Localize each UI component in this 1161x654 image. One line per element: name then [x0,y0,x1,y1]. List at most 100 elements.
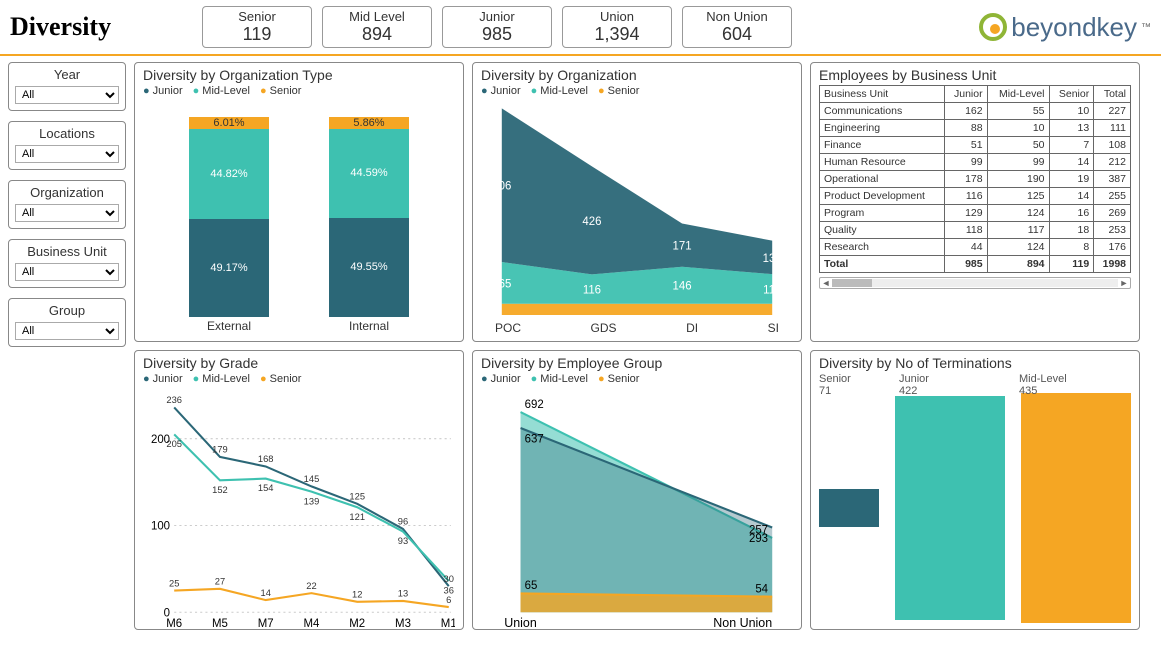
svg-text:205: 205 [166,438,182,449]
table-cell: 116 [944,188,987,205]
funnel-label: Mid-Level435 [1019,373,1067,397]
table-cell: 1998 [1094,256,1131,273]
legend-mid: Mid-Level [531,373,588,385]
table-total-row: Total9858941191998 [820,256,1131,273]
filter-select[interactable]: All [15,145,119,163]
table-cell: 125 [987,188,1049,205]
table-cell: Operational [820,171,945,188]
table-cell: 129 [944,205,987,222]
table-cell: 18 [1049,222,1094,239]
table-cell: Human Resource [820,154,945,171]
funnel-segment [1021,393,1131,623]
svg-text:121: 121 [349,511,365,522]
brand-logo: beyondkey ™ [979,12,1151,43]
ribbon-chart: 606165426116171146132117POCGDSDISI [481,101,793,335]
table-cell: Research [820,239,945,256]
funnel-gap [1009,393,1017,623]
svg-text:236: 236 [166,394,182,405]
svg-text:152: 152 [212,484,228,495]
svg-text:165: 165 [492,276,511,290]
table-cell: Total [820,256,945,273]
bar-category-label: External [189,319,269,333]
bar-segment-mid: 44.82% [189,129,269,219]
area-chart: 6922576372936554UnionNon Union [481,389,793,630]
funnel-chart: Senior71Junior422Mid-Level435 [819,373,1131,623]
table-row[interactable]: Program12912416269 [820,205,1131,222]
panel-title: Employees by Business Unit [819,67,1131,83]
svg-text:M3: M3 [395,618,411,630]
scroll-left-icon[interactable]: ◄ [820,278,832,288]
svg-text:Union: Union [504,616,537,630]
filter-select[interactable]: All [15,204,119,222]
table-cell: 55 [987,103,1049,120]
panel-business-unit-table: Employees by Business Unit Business Unit… [810,62,1140,342]
panel-title: Diversity by Organization [481,67,793,83]
table-cell: 253 [1094,222,1131,239]
table-cell: Quality [820,222,945,239]
table-cell: 51 [944,137,987,154]
svg-text:293: 293 [749,533,768,545]
bar-segment-mid: 44.59% [329,129,409,218]
table-row[interactable]: Communications1625510227 [820,103,1131,120]
table-row[interactable]: Human Resource999914212 [820,154,1131,171]
business-unit-table: Business UnitJuniorMid-LevelSeniorTotalC… [819,85,1131,273]
legend-mid: Mid-Level [193,85,250,97]
line-chart: 0100200236179168145125963020515215413912… [143,389,455,630]
axis-label: GDS [591,321,617,335]
filter-sidebar: Year AllLocations AllOrganization AllBus… [8,62,126,630]
scroll-thumb[interactable] [832,279,872,287]
legend-junior: Junior [143,373,183,385]
table-row[interactable]: Quality11811718253 [820,222,1131,239]
svg-text:M2: M2 [349,618,365,630]
filter-select[interactable]: All [15,322,119,340]
svg-text:168: 168 [258,453,274,464]
table-row[interactable]: Research441248176 [820,239,1131,256]
legend-mid: Mid-Level [531,85,588,97]
table-header: Junior [944,86,987,103]
table-cell: 10 [987,120,1049,137]
scroll-track[interactable] [832,279,1118,287]
svg-text:54: 54 [755,583,768,595]
svg-text:179: 179 [212,444,228,455]
kpi-label: Junior [449,9,545,24]
kpi-label: Union [569,9,665,24]
table-row[interactable]: Operational17819019387 [820,171,1131,188]
panel-employee-group: Diversity by Employee Group Junior Mid-L… [472,350,802,630]
table-cell: 190 [987,171,1049,188]
table-header: Total [1094,86,1131,103]
funnel-bar [819,393,879,623]
filter-business-unit: Business Unit All [8,239,126,288]
svg-text:146: 146 [673,278,692,292]
trademark-icon: ™ [1141,22,1151,33]
table-cell: Engineering [820,120,945,137]
filter-label: Group [15,303,119,318]
scroll-right-icon[interactable]: ► [1118,278,1130,288]
chart-legend: Junior Mid-Level Senior [481,85,793,97]
filter-select[interactable]: All [15,86,119,104]
legend-junior: Junior [143,85,183,97]
svg-text:M6: M6 [166,618,182,630]
chart-legend: Junior Mid-Level Senior [143,373,455,385]
svg-text:Non Union: Non Union [713,616,772,630]
filter-year: Year All [8,62,126,111]
table-cell: 387 [1094,171,1131,188]
legend-junior: Junior [481,373,521,385]
filter-label: Business Unit [15,244,119,259]
table-row[interactable]: Engineering881013111 [820,120,1131,137]
chart-grid: Diversity by Organization Type Junior Mi… [134,62,1153,630]
table-horizontal-scrollbar[interactable]: ◄ ► [819,277,1131,289]
table-header: Mid-Level [987,86,1049,103]
panel-org-type: Diversity by Organization Type Junior Mi… [134,62,464,342]
table-cell: 119 [1049,256,1094,273]
table-cell: 14 [1049,154,1094,171]
legend-senior: Senior [598,373,639,385]
brand-name: beyondkey [1011,12,1137,43]
table-row[interactable]: Finance51507108 [820,137,1131,154]
filter-label: Locations [15,126,119,141]
table-cell: 124 [987,239,1049,256]
table-cell: 50 [987,137,1049,154]
table-cell: 44 [944,239,987,256]
filter-select[interactable]: All [15,263,119,281]
table-row[interactable]: Product Development11612514255 [820,188,1131,205]
panel-title: Diversity by Employee Group [481,355,793,371]
